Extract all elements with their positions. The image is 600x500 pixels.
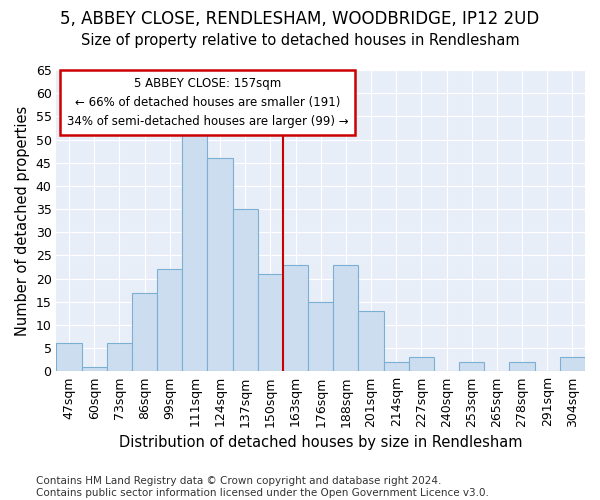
Bar xyxy=(182,121,208,372)
Text: 5, ABBEY CLOSE, RENDLESHAM, WOODBRIDGE, IP12 2UD: 5, ABBEY CLOSE, RENDLESHAM, WOODBRIDGE, … xyxy=(61,10,539,28)
Bar xyxy=(333,264,358,372)
Bar xyxy=(107,344,132,371)
Bar xyxy=(208,158,233,372)
Bar xyxy=(560,358,585,372)
Bar xyxy=(258,274,283,372)
Bar xyxy=(383,362,409,372)
Bar xyxy=(409,358,434,372)
Bar xyxy=(56,344,82,371)
Bar xyxy=(308,302,333,372)
Bar xyxy=(233,209,258,372)
X-axis label: Distribution of detached houses by size in Rendlesham: Distribution of detached houses by size … xyxy=(119,435,523,450)
Text: Size of property relative to detached houses in Rendlesham: Size of property relative to detached ho… xyxy=(80,32,520,48)
Bar xyxy=(459,362,484,372)
Bar xyxy=(509,362,535,372)
Text: Contains HM Land Registry data © Crown copyright and database right 2024.
Contai: Contains HM Land Registry data © Crown c… xyxy=(36,476,489,498)
Bar xyxy=(283,264,308,372)
Bar xyxy=(358,311,383,372)
Y-axis label: Number of detached properties: Number of detached properties xyxy=(15,106,30,336)
Bar xyxy=(82,366,107,372)
Bar xyxy=(132,292,157,372)
Bar xyxy=(157,270,182,372)
Text: 5 ABBEY CLOSE: 157sqm
← 66% of detached houses are smaller (191)
34% of semi-det: 5 ABBEY CLOSE: 157sqm ← 66% of detached … xyxy=(67,77,348,128)
